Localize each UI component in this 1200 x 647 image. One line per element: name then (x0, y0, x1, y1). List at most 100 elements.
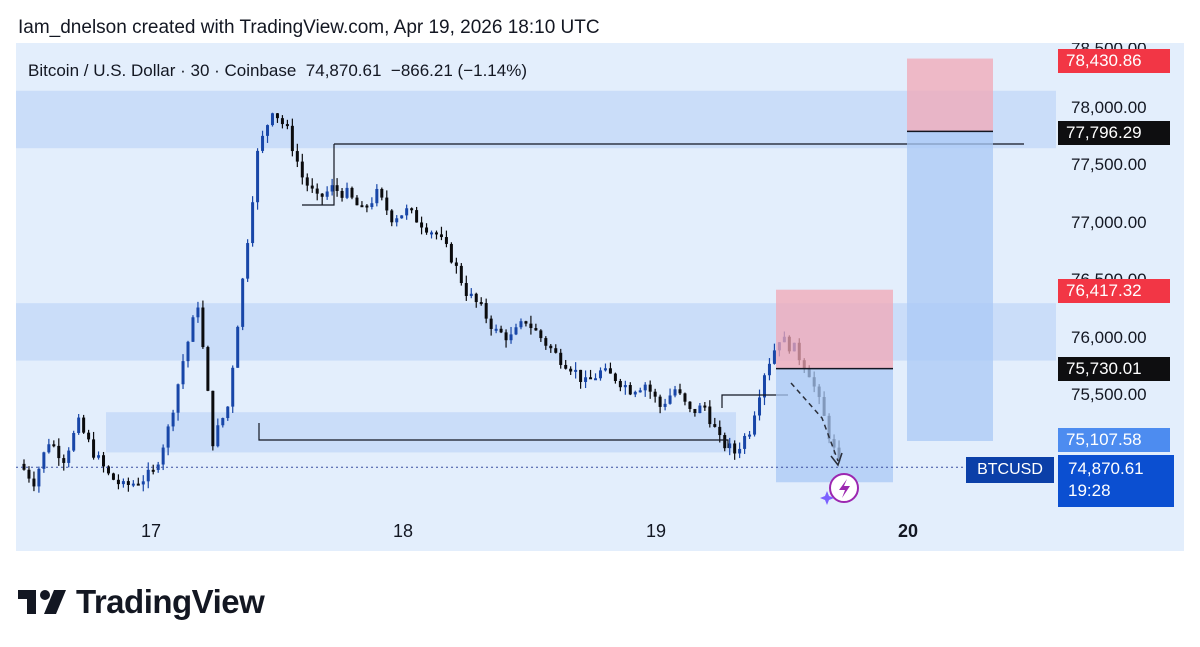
candle-body (206, 347, 210, 391)
candle-body (216, 425, 220, 447)
legend-change: −866.21 (−1.14%) (390, 61, 527, 80)
candle-body (653, 391, 657, 397)
candle-body (559, 352, 563, 365)
candle-body (121, 481, 125, 485)
candle-body (489, 318, 493, 329)
candle-body (748, 434, 752, 437)
candle-body (439, 234, 443, 238)
candle-body (514, 327, 518, 335)
candle-body (519, 321, 523, 328)
candle-body (425, 227, 429, 233)
candle-body (509, 334, 513, 341)
chart-area[interactable]: Bitcoin / U.S. Dollar · 30 · Coinbase 74… (16, 43, 1184, 551)
candle-body (658, 396, 662, 407)
candle-body (345, 187, 349, 198)
price-tick-78000: 78,000.00 (1071, 98, 1147, 117)
candle-body (544, 338, 548, 346)
short-position-target-upper (907, 131, 993, 441)
candle-body (444, 237, 448, 244)
candle-body (221, 418, 225, 426)
tradingview-logo-icon (18, 590, 66, 614)
candle-body (484, 303, 488, 319)
candle-body (315, 188, 319, 194)
candle-body (106, 466, 110, 474)
candle-body (504, 332, 508, 341)
candle-body (584, 377, 588, 382)
candle-body (464, 283, 468, 296)
candle-body (246, 243, 250, 279)
candle-body (449, 243, 453, 263)
candle-body (380, 188, 384, 198)
candle-body (703, 405, 707, 408)
candle-body (758, 397, 762, 416)
candle-body (42, 452, 46, 469)
candle-body (47, 444, 51, 453)
candle-body (574, 369, 578, 372)
price-chart[interactable] (16, 43, 1184, 551)
candle-body (141, 481, 145, 485)
candle-body (146, 469, 150, 482)
candle-body (116, 479, 120, 485)
candle-body (663, 403, 667, 407)
tradingview-logo[interactable]: TradingView (18, 583, 265, 621)
zone-supply-1 (16, 303, 1056, 361)
time-tick-19: 19 (645, 521, 667, 541)
candle-body (196, 307, 200, 318)
candle-body (365, 205, 369, 208)
candle-body (564, 364, 568, 369)
support-line (258, 423, 729, 448)
candle-body (131, 483, 135, 486)
candle-body (623, 385, 627, 388)
candle-body (400, 215, 404, 219)
candle-body (494, 328, 498, 331)
candle-body (102, 455, 106, 467)
candle-body (72, 433, 76, 451)
candle-body (688, 401, 692, 409)
candle-body (678, 389, 682, 394)
candle-body (753, 415, 757, 435)
candle-body (231, 367, 235, 407)
candle-body (549, 345, 553, 349)
candle-body (340, 190, 344, 198)
sparkle-icon (820, 491, 834, 505)
time-tick-18: 18 (392, 521, 414, 541)
bar-countdown: 19:28 (1068, 481, 1111, 500)
candle-body (420, 222, 424, 228)
candle-body (375, 188, 379, 204)
current-price: 74,870.61 (1068, 459, 1144, 478)
candle-body (111, 473, 115, 480)
candle-body (673, 389, 677, 396)
candle-body (638, 390, 642, 393)
candle-body (410, 208, 414, 211)
candle-body (613, 373, 617, 381)
candle-body (161, 447, 165, 465)
candle-body (305, 177, 309, 186)
candle-body (762, 375, 766, 398)
candle-body (77, 417, 81, 434)
stop-loss-tag-lower: 76,417.32 (1058, 279, 1170, 303)
candle-body (643, 384, 647, 391)
candle-body (390, 210, 394, 223)
level-bracket-upper (302, 144, 335, 206)
symbol-tag: BTCUSD (966, 457, 1054, 483)
candle-body (708, 406, 712, 425)
candle-body (767, 363, 771, 376)
time-tick-20: 20 (897, 521, 919, 541)
candle-body (589, 377, 593, 380)
candle-body (251, 202, 255, 244)
candle-body (603, 368, 607, 371)
candle-body (295, 151, 299, 162)
target-tag: 75,107.58 (1058, 428, 1170, 452)
candle-body (668, 395, 672, 404)
candle-body (698, 405, 702, 414)
candle-body (723, 435, 727, 449)
candle-body (97, 455, 101, 458)
entry-tag-upper: 77,796.29 (1058, 121, 1170, 145)
legend-last-price: 74,870.61 (305, 61, 382, 80)
lightning-bolt-icon (839, 479, 850, 498)
legend-symbol: Bitcoin / U.S. Dollar · 30 · Coinbase (28, 61, 297, 80)
candle-body (355, 197, 359, 206)
candle-body (87, 432, 91, 440)
time-tick-17: 17 (140, 521, 162, 541)
price-tick-75500: 75,500.00 (1071, 385, 1147, 404)
